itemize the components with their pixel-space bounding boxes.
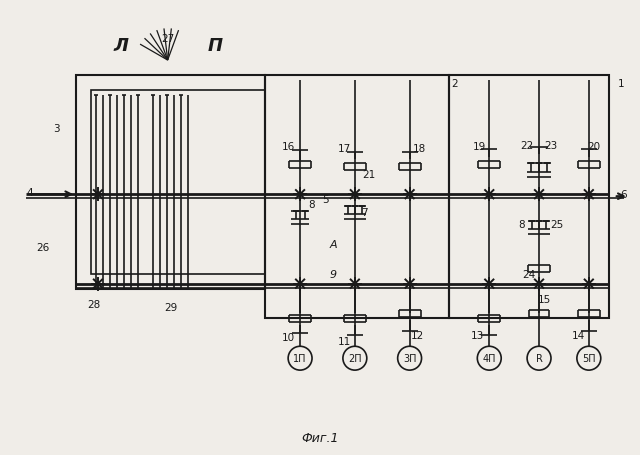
Text: 8: 8 xyxy=(518,219,524,229)
Text: Фиг.1: Фиг.1 xyxy=(301,431,339,444)
Text: 12: 12 xyxy=(411,331,424,341)
Text: 13: 13 xyxy=(470,331,484,341)
Text: 28: 28 xyxy=(88,299,100,309)
Text: 27: 27 xyxy=(161,34,174,44)
Bar xyxy=(91,91,265,274)
Text: 26: 26 xyxy=(36,243,50,253)
Text: 16: 16 xyxy=(282,142,295,152)
Text: 24: 24 xyxy=(522,269,536,279)
Text: 11: 11 xyxy=(339,337,351,347)
Text: А: А xyxy=(329,239,337,249)
Text: 14: 14 xyxy=(572,331,586,341)
Text: 20: 20 xyxy=(588,142,600,152)
Bar xyxy=(265,76,449,319)
Text: 19: 19 xyxy=(473,142,486,152)
Text: 3П: 3П xyxy=(403,354,417,364)
Text: 7: 7 xyxy=(362,207,368,217)
Bar xyxy=(449,76,609,319)
Text: 21: 21 xyxy=(362,170,376,180)
Text: П: П xyxy=(208,37,223,55)
Text: 15: 15 xyxy=(538,294,550,304)
Text: 4П: 4П xyxy=(483,354,496,364)
Text: 4: 4 xyxy=(26,188,33,198)
Text: 5: 5 xyxy=(323,195,330,205)
Text: Л: Л xyxy=(113,37,129,55)
Text: 1П: 1П xyxy=(293,354,307,364)
Text: 17: 17 xyxy=(339,144,351,154)
Text: 18: 18 xyxy=(413,144,426,154)
Text: 6: 6 xyxy=(620,190,627,200)
Text: 2: 2 xyxy=(451,79,458,89)
Text: 29: 29 xyxy=(164,302,177,312)
Text: 25: 25 xyxy=(550,219,564,229)
Text: 1: 1 xyxy=(618,79,624,89)
Text: 8: 8 xyxy=(308,200,316,210)
Text: 9: 9 xyxy=(330,269,337,279)
Text: 2П: 2П xyxy=(348,354,362,364)
Text: 10: 10 xyxy=(282,333,294,343)
Bar xyxy=(76,76,265,289)
Text: 5П: 5П xyxy=(582,354,596,364)
Text: 23: 23 xyxy=(545,140,557,150)
Text: R: R xyxy=(536,354,543,364)
Text: 22: 22 xyxy=(520,140,534,150)
Text: 3: 3 xyxy=(53,123,60,133)
